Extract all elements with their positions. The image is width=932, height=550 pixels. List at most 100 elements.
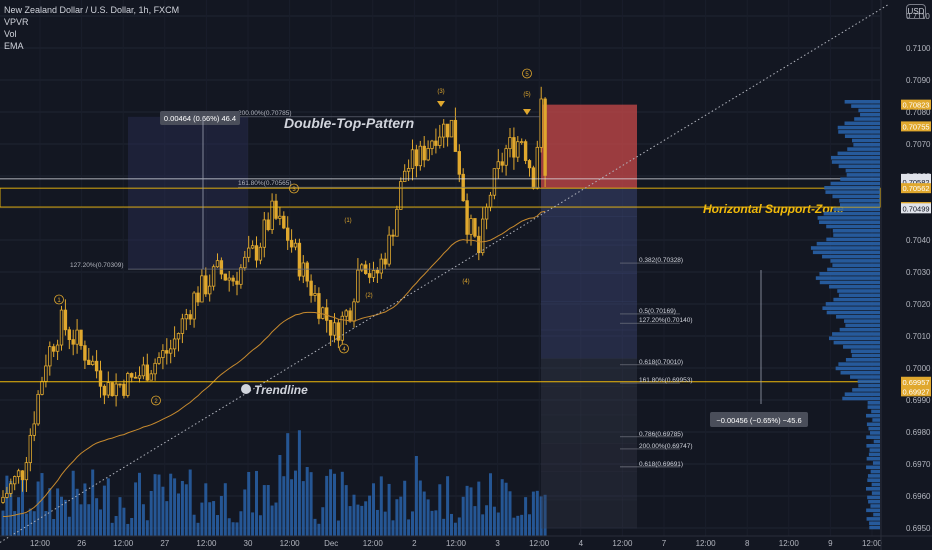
- indicator-vpvr[interactable]: VPVR: [4, 17, 29, 27]
- vpvr-bar: [823, 211, 880, 216]
- vpvr-bar: [872, 418, 880, 422]
- vpvr-bar: [852, 138, 880, 143]
- volume-bar: [274, 502, 278, 536]
- wave-label: 5: [525, 72, 529, 78]
- vpvr-bar: [844, 319, 880, 323]
- candle-body: [328, 319, 333, 336]
- volume-bar: [243, 489, 247, 536]
- vpvr-bar: [854, 117, 880, 121]
- volume-bar: [535, 490, 539, 536]
- x-tick-label: 12:00: [779, 539, 800, 548]
- candle-body: [469, 218, 473, 235]
- price-label-bg: [901, 376, 931, 387]
- volume-bar: [508, 491, 512, 536]
- y-tick-label: 0.7020: [906, 300, 931, 309]
- candle-body: [67, 329, 71, 340]
- volume-bar: [399, 496, 403, 536]
- volume-bar: [212, 501, 216, 536]
- candle-body: [12, 476, 17, 485]
- candle-body: [246, 247, 251, 258]
- candle-body: [55, 344, 60, 352]
- x-tick-label: 12:00: [612, 539, 633, 548]
- pattern-title: Double-Top-Pattern: [284, 115, 414, 131]
- candle-body: [192, 292, 196, 320]
- y-tick-label: 0.7080: [906, 108, 931, 117]
- vpvr-bar: [826, 310, 880, 315]
- candle-body: [527, 160, 532, 169]
- candle-body: [496, 161, 500, 170]
- candle-body: [196, 292, 200, 303]
- volume-bar: [266, 485, 270, 536]
- volume-bar: [239, 511, 243, 536]
- chart-legend: New Zealand Dollar / U.S. Dollar, 1h, FX…: [4, 4, 179, 52]
- fib-label-top: 127.20%(0.70309): [70, 262, 124, 269]
- vpvr-bar: [822, 306, 880, 310]
- candle-body: [274, 200, 278, 219]
- volume-bar: [21, 470, 24, 536]
- candle-body: [387, 234, 391, 265]
- volume-bar: [290, 479, 294, 536]
- vpvr-bar: [870, 504, 880, 508]
- fib-label-top: 200.00%(0.70785): [238, 110, 292, 117]
- volume-bar: [379, 476, 383, 536]
- candle-body: [149, 373, 153, 381]
- volume-bar: [247, 471, 251, 536]
- volume-bar: [395, 499, 399, 536]
- volume-bar: [481, 514, 485, 536]
- volume-bar: [91, 469, 95, 536]
- zones: [128, 104, 637, 529]
- volume-bar: [235, 522, 239, 536]
- candle-body: [5, 492, 9, 498]
- volume-bar: [126, 523, 130, 536]
- candle-body: [79, 329, 83, 347]
- vpvr-bar: [837, 151, 880, 156]
- x-tick-label: 12:00: [696, 539, 717, 548]
- volume-bar: [286, 433, 290, 536]
- vpvr-bar: [846, 173, 880, 177]
- candle-body: [9, 483, 13, 494]
- candle-body: [340, 315, 344, 341]
- vpvr-bar: [840, 370, 880, 375]
- target-zone-segment: [541, 329, 637, 359]
- volume-bar: [543, 494, 547, 536]
- candle-body: [289, 239, 294, 248]
- x-tick-label: 27: [160, 539, 169, 548]
- price-label-bg: [901, 121, 931, 132]
- volume-bar: [309, 472, 313, 536]
- volume-bar: [531, 491, 535, 536]
- candle-body: [293, 242, 298, 248]
- volume-bar: [473, 506, 477, 536]
- volume-bar: [407, 519, 411, 536]
- volume-bar: [208, 502, 212, 536]
- volume-bar: [364, 501, 368, 536]
- x-tick-label: 12:00: [862, 539, 883, 548]
- indicator-vol[interactable]: Vol: [4, 29, 17, 39]
- volume-bar: [102, 485, 106, 536]
- volume-bar: [17, 497, 21, 536]
- vpvr-bar: [867, 405, 880, 409]
- vpvr-bar: [866, 465, 880, 470]
- volume-bar: [145, 520, 149, 536]
- price-label: 0.70582: [902, 178, 929, 187]
- vpvr-bar: [810, 246, 880, 250]
- ema-line: [2, 210, 546, 517]
- indicator-ema[interactable]: EMA: [4, 41, 24, 51]
- y-tick-label: 0.7040: [906, 236, 931, 245]
- volume-bar: [227, 518, 231, 536]
- fib-label-target: 161.80%(0.69953): [639, 377, 693, 384]
- candle-body: [520, 141, 524, 144]
- candle-body: [391, 234, 395, 237]
- candle-body: [457, 151, 461, 175]
- volume-bar: [340, 471, 344, 536]
- vpvr-bar: [866, 517, 880, 521]
- vpvr-bar: [845, 168, 880, 173]
- volume-bar: [336, 520, 340, 536]
- vpvr-bar: [838, 362, 880, 366]
- volume-bar: [372, 483, 375, 536]
- vpvr-bar: [847, 147, 880, 151]
- candle-body: [535, 146, 539, 189]
- volume-bar: [520, 514, 524, 536]
- volume-bar: [528, 514, 531, 536]
- candle-body: [227, 277, 231, 281]
- currency-badge[interactable]: USD: [906, 4, 926, 19]
